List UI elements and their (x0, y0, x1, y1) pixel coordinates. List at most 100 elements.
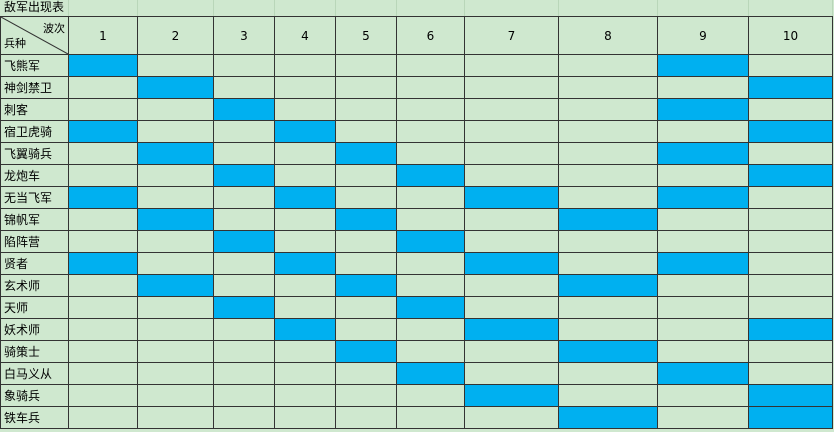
wave-header: 7 (464, 16, 559, 55)
empty-cell (274, 230, 336, 253)
empty-cell (213, 208, 275, 231)
title-row-grid (748, 0, 749, 16)
empty-cell (68, 340, 138, 363)
appear-cell (748, 318, 833, 341)
appear-cell (274, 252, 336, 275)
empty-cell (396, 186, 465, 209)
empty-cell (558, 230, 658, 253)
empty-cell (68, 384, 138, 407)
empty-cell (558, 120, 658, 143)
empty-cell (137, 54, 214, 77)
appear-cell (68, 54, 138, 77)
empty-cell (464, 120, 559, 143)
empty-cell (657, 230, 749, 253)
unit-name: 象骑兵 (0, 384, 69, 407)
table-title: 敌军出现表 (4, 0, 65, 14)
title-row-grid (137, 0, 138, 16)
title-row-grid (558, 0, 559, 16)
appear-cell (748, 406, 833, 429)
empty-cell (464, 362, 559, 385)
title-row-grid (657, 0, 658, 16)
appear-cell (748, 384, 833, 407)
empty-cell (274, 406, 336, 429)
appear-cell (464, 186, 559, 209)
appear-cell (274, 318, 336, 341)
empty-cell (464, 98, 559, 121)
empty-cell (137, 164, 214, 187)
appear-cell (396, 164, 465, 187)
empty-cell (335, 296, 397, 319)
empty-cell (464, 274, 559, 297)
corner-cell: 波次 兵种 (0, 16, 69, 55)
wave-header: 6 (396, 16, 465, 55)
unit-name: 锦帆军 (0, 208, 69, 231)
empty-cell (335, 120, 397, 143)
empty-cell (335, 164, 397, 187)
empty-cell (464, 76, 559, 99)
title-row-grid (396, 0, 397, 16)
empty-cell (137, 230, 214, 253)
empty-cell (558, 142, 658, 165)
empty-cell (68, 230, 138, 253)
unit-name: 妖术师 (0, 318, 69, 341)
empty-cell (335, 98, 397, 121)
unit-name: 陷阵营 (0, 230, 69, 253)
empty-cell (137, 252, 214, 275)
unit-name: 无当飞军 (0, 186, 69, 209)
empty-cell (748, 208, 833, 231)
empty-cell (748, 252, 833, 275)
empty-cell (213, 142, 275, 165)
empty-cell (68, 406, 138, 429)
title-row-grid (464, 0, 465, 16)
appear-cell (748, 120, 833, 143)
unit-name: 天师 (0, 296, 69, 319)
empty-cell (68, 142, 138, 165)
appear-cell (335, 142, 397, 165)
empty-cell (335, 318, 397, 341)
unit-name: 铁车兵 (0, 406, 69, 429)
empty-cell (274, 208, 336, 231)
empty-cell (396, 76, 465, 99)
empty-cell (657, 208, 749, 231)
empty-cell (396, 54, 465, 77)
empty-cell (558, 318, 658, 341)
empty-cell (137, 318, 214, 341)
appear-cell (274, 186, 336, 209)
corner-top: 波次 (43, 22, 65, 35)
empty-cell (137, 120, 214, 143)
appear-cell (748, 76, 833, 99)
empty-cell (657, 76, 749, 99)
unit-name: 龙炮车 (0, 164, 69, 187)
empty-cell (213, 252, 275, 275)
empty-cell (558, 186, 658, 209)
empty-cell (213, 186, 275, 209)
empty-cell (137, 98, 214, 121)
empty-cell (464, 406, 559, 429)
empty-cell (657, 340, 749, 363)
wave-header: 2 (137, 16, 214, 55)
appear-cell (137, 142, 214, 165)
appear-cell (558, 274, 658, 297)
empty-cell (137, 186, 214, 209)
wave-header: 5 (335, 16, 397, 55)
empty-cell (657, 274, 749, 297)
corner-diagonal (1, 17, 68, 54)
unit-name: 白马义从 (0, 362, 69, 385)
empty-cell (68, 76, 138, 99)
empty-cell (335, 384, 397, 407)
unit-name: 骑策士 (0, 340, 69, 363)
empty-cell (464, 230, 559, 253)
empty-cell (137, 406, 214, 429)
empty-cell (396, 98, 465, 121)
title-row-grid (335, 0, 336, 16)
empty-cell (213, 120, 275, 143)
appear-cell (657, 252, 749, 275)
empty-cell (396, 252, 465, 275)
empty-cell (464, 142, 559, 165)
empty-cell (137, 340, 214, 363)
empty-cell (68, 274, 138, 297)
empty-cell (335, 362, 397, 385)
empty-cell (274, 362, 336, 385)
empty-cell (274, 340, 336, 363)
